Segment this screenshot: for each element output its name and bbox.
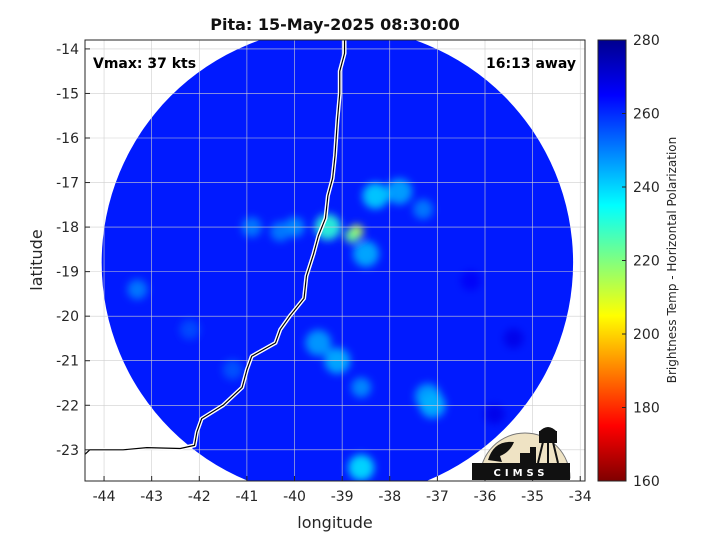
heatmap-cell bbox=[348, 454, 375, 481]
heatmap-cell bbox=[413, 199, 434, 220]
y-tick-label: -14 bbox=[56, 42, 79, 58]
logo-text: CIMSS bbox=[494, 468, 549, 479]
chart-title: Pita: 15-May-2025 08:30:00 bbox=[210, 15, 460, 34]
colorbar-tick-label: 260 bbox=[633, 107, 660, 123]
y-ticks: -14 -15 -16 -17 -18 -19 -20 -21 -22 -23 bbox=[56, 42, 90, 459]
x-tick-label: -37 bbox=[426, 489, 449, 505]
x-ticks: -44 -43 -42 -41 -40 -39 -38 -37 -36 -35 -34 bbox=[93, 476, 592, 505]
x-tick-label: -36 bbox=[474, 489, 497, 505]
x-tick-label: -41 bbox=[235, 489, 258, 505]
heatmap-cell bbox=[222, 359, 243, 380]
y-tick-label: -20 bbox=[56, 309, 79, 325]
heatmap-cell bbox=[352, 240, 379, 267]
x-axis-label: longitude bbox=[297, 513, 372, 532]
time-away-annotation: 16:13 away bbox=[486, 56, 576, 72]
x-tick-label: -35 bbox=[521, 489, 544, 505]
y-tick-label: -17 bbox=[56, 176, 79, 192]
colorbar-tick-label: 220 bbox=[633, 254, 660, 270]
cimss-logo: CIMSS bbox=[472, 427, 571, 480]
heatmap-cell bbox=[362, 182, 389, 209]
y-axis-label: latitude bbox=[27, 229, 46, 290]
x-tick-label: -34 bbox=[569, 489, 592, 505]
y-tick-label: -21 bbox=[56, 354, 79, 370]
coastline bbox=[85, 40, 347, 456]
y-tick-label: -16 bbox=[56, 131, 79, 147]
water-tower-icon bbox=[537, 431, 559, 464]
colorbar-tick-label: 240 bbox=[633, 180, 660, 196]
x-tick-label: -44 bbox=[93, 489, 116, 505]
x-tick-label: -42 bbox=[188, 489, 211, 505]
coastline-line bbox=[85, 40, 346, 455]
heatmap-cell bbox=[305, 329, 332, 356]
y-tick-label: -23 bbox=[56, 443, 79, 459]
colorbar-tick-label: 280 bbox=[633, 33, 660, 49]
colorbar-tick-label: 160 bbox=[633, 474, 660, 490]
x-tick-label: -39 bbox=[331, 489, 354, 505]
heatmap-cell bbox=[270, 221, 291, 242]
colorbar-tick-label: 200 bbox=[633, 327, 660, 343]
colorbar-label: Brightness Temp - Horizontal Polarizatio… bbox=[665, 137, 679, 384]
y-tick-label: -22 bbox=[56, 398, 79, 414]
heatmap-cell bbox=[344, 229, 359, 243]
heatmap-cell bbox=[179, 319, 200, 340]
vmax-annotation: Vmax: 37 kts bbox=[93, 56, 196, 72]
heatmap-cell bbox=[351, 377, 372, 398]
x-tick-label: -40 bbox=[283, 489, 306, 505]
heatmap-cell bbox=[127, 279, 148, 300]
x-tick-label: -43 bbox=[140, 489, 163, 505]
plot-frame bbox=[84, 39, 586, 482]
heatmap-cell bbox=[484, 404, 505, 425]
colorbar-gradient bbox=[597, 39, 627, 482]
y-tick-label: -19 bbox=[56, 265, 79, 281]
heatmap-cell bbox=[460, 270, 481, 291]
colorbar-tick-label: 180 bbox=[633, 401, 660, 417]
satellite-dish-icon bbox=[488, 441, 514, 462]
heatmap-cell bbox=[503, 328, 524, 349]
plot-area: -44 -43 -42 -41 -40 -39 -38 -37 -36 -35 -34 -14 -15… bbox=[56, 39, 592, 505]
colorbar-ticks: 160 180 200 220 240 260 280 bbox=[622, 33, 660, 490]
y-tick-label: -18 bbox=[56, 220, 79, 236]
colorbar: 160 180 200 220 240 260 280 Brightness Temp - … bbox=[597, 33, 679, 490]
heatmap-cell bbox=[386, 178, 413, 205]
x-tick-label: -38 bbox=[378, 489, 401, 505]
y-tick-label: -15 bbox=[56, 86, 79, 102]
